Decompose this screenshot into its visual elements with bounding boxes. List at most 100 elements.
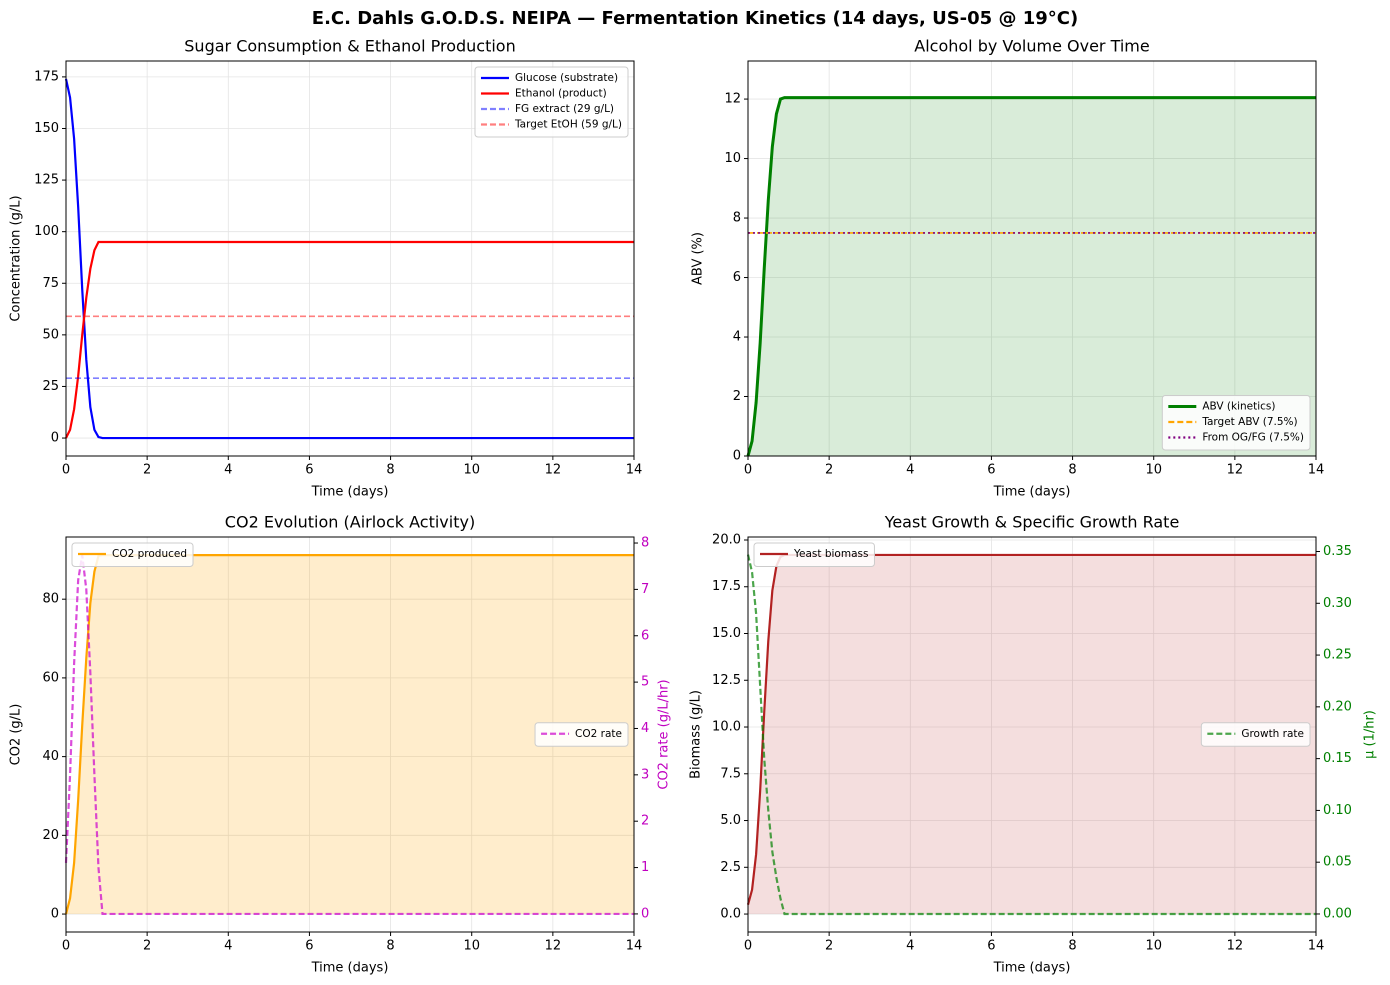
y-tick-label: 175 (34, 69, 59, 84)
x-tick-label: 2 (825, 939, 833, 954)
x-tick-label: 2 (825, 463, 833, 478)
x-tick-label: 6 (987, 463, 995, 478)
x-axis-label: Time (days) (311, 961, 389, 976)
line (65, 240, 634, 439)
x-axis-label: Time (days) (993, 485, 1071, 500)
legend-label: CO2 rate (575, 728, 622, 740)
x-tick-label: 10 (463, 463, 480, 478)
y-axis-label: CO2 (g/L) (9, 704, 24, 766)
y2-tick-label: 0.15 (1323, 751, 1352, 766)
y2-axis-label: μ (1/hr) (1363, 710, 1378, 759)
x-tick-label: 4 (224, 463, 232, 478)
y-tick-label: 7.5 (720, 766, 741, 781)
y-tick-label: 150 (34, 121, 59, 136)
figure-title: E.C. Dahls G.O.D.S. NEIPA — Fermentation… (312, 8, 1078, 29)
legend: ABV (kinetics) Target ABV (7.5%) From OG/F… (1161, 395, 1311, 451)
x-tick-label: 4 (224, 939, 232, 954)
legend-label: Target EtOH (59 g/L) (514, 119, 622, 131)
plot-frame (747, 536, 1317, 933)
area (748, 554, 1316, 915)
y-tick-label: 0 (733, 449, 741, 464)
x-tick-label: 0 (744, 463, 752, 478)
x-tick-label: 4 (906, 939, 914, 954)
x-tick-label: 12 (1227, 939, 1244, 954)
legend: Glucose (substrate) Ethanol (product) FG e… (474, 66, 629, 138)
y2-tick-label: 2 (641, 814, 649, 829)
legend-label: Yeast biomass (793, 548, 868, 560)
y-tick-label: 15.0 (712, 626, 741, 641)
x-tick-label: 12 (1227, 463, 1244, 478)
plot-frame (747, 60, 1317, 457)
chart-title: Yeast Growth & Specific Growth Rate (884, 513, 1180, 532)
legend: CO2 produced (71, 542, 194, 567)
x-tick-label: 12 (545, 939, 562, 954)
line (64, 78, 634, 440)
y-tick-label: 12.5 (712, 673, 741, 688)
legend-box (1200, 722, 1311, 747)
x-tick-label: 8 (1068, 939, 1076, 954)
legend: Growth rate (1200, 722, 1311, 747)
legend-label: ABV (kinetics) (1202, 401, 1275, 413)
y2-tick-label: 0.35 (1323, 544, 1352, 559)
y2-tick-label: 3 (641, 767, 649, 782)
legend-label: FG extract (29 g/L) (515, 103, 614, 115)
line (64, 554, 634, 916)
plot-frame (65, 536, 635, 933)
x-tick-label: 10 (463, 939, 480, 954)
y-tick-label: 125 (34, 173, 59, 188)
legend-box (71, 542, 194, 567)
y-tick-label: 8 (733, 211, 741, 226)
x-tick-label: 6 (987, 939, 995, 954)
y-tick-label: 80 (42, 592, 59, 607)
legend: CO2 rate (534, 722, 629, 747)
legend-label: Glucose (substrate) (515, 72, 618, 84)
y2-tick-label: 0.20 (1323, 699, 1352, 714)
y-tick-label: 17.5 (712, 579, 741, 594)
y2-tick-label: 0.30 (1323, 596, 1352, 611)
legend-label: CO2 produced (112, 548, 187, 560)
y2-tick-label: 8 (641, 536, 649, 551)
line (746, 96, 1316, 457)
x-tick-label: 14 (1308, 939, 1325, 954)
y-tick-label: 4 (733, 330, 741, 345)
legend-label: Ethanol (product) (515, 88, 607, 100)
y2-tick-label: 1 (641, 860, 649, 875)
y2-tick-label: 0.25 (1323, 648, 1352, 663)
x-tick-label: 14 (626, 939, 643, 954)
x-tick-label: 0 (62, 939, 70, 954)
x-tick-label: 8 (386, 463, 394, 478)
x-tick-label: 6 (305, 463, 313, 478)
y-tick-label: 50 (42, 327, 59, 342)
legend-box (753, 542, 875, 567)
legend-box (1161, 395, 1311, 451)
plot-frame (65, 60, 635, 457)
x-tick-label: 8 (1068, 463, 1076, 478)
y2-axis-label: CO2 rate (g/L/hr) (657, 679, 672, 789)
legend-box (474, 66, 629, 138)
x-tick-label: 14 (1308, 463, 1325, 478)
x-tick-label: 2 (143, 939, 151, 954)
x-tick-label: 6 (305, 939, 313, 954)
y2-tick-label: 0.00 (1323, 906, 1352, 921)
legend-label: Growth rate (1241, 728, 1304, 740)
y2-tick-label: 0.10 (1323, 803, 1352, 818)
area (748, 97, 1316, 456)
legend-label: Target ABV (7.5%) (1201, 416, 1297, 428)
chart-title: Sugar Consumption & Ethanol Production (184, 37, 515, 56)
legend-box (534, 722, 629, 747)
y-tick-label: 60 (42, 670, 59, 685)
y-axis-label: Biomass (g/L) (689, 690, 704, 779)
chart-title: Alcohol by Volume Over Time (914, 37, 1149, 56)
y-tick-label: 10.0 (712, 720, 741, 735)
y-tick-label: 10 (724, 151, 741, 166)
y-tick-label: 5.0 (720, 813, 741, 828)
x-tick-label: 8 (386, 939, 394, 954)
y-axis-label: ABV (%) (691, 232, 706, 285)
y2-tick-label: 0 (641, 906, 649, 921)
y2-tick-label: 0.05 (1323, 855, 1352, 870)
x-tick-label: 14 (626, 463, 643, 478)
x-axis-label: Time (days) (311, 485, 389, 500)
y-tick-label: 75 (42, 276, 59, 291)
area (66, 555, 634, 915)
